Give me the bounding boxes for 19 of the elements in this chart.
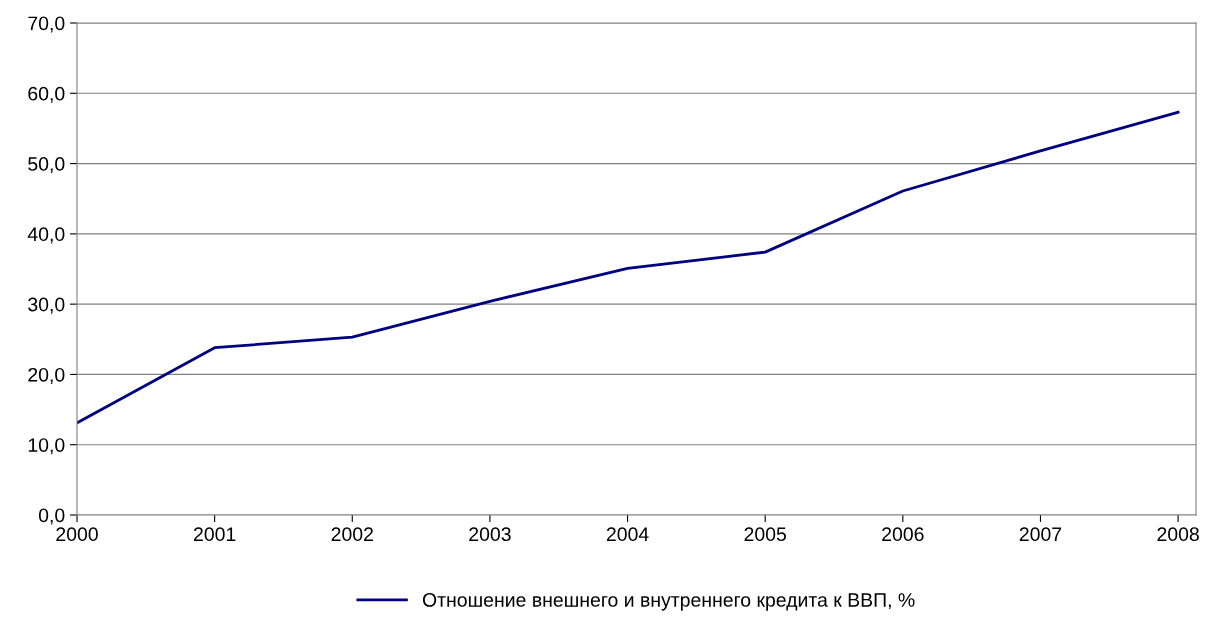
x-tick-label: 2006 [882,527,924,542]
x-tick-label: 2004 [606,527,649,542]
x-tick-label: 2008 [1157,527,1199,542]
y-tick-label: 20,0 [28,367,65,384]
y-tick-label: 60,0 [28,86,65,103]
legend-label: Отношение внешнего и внутреннего кредита к ВВП, % [422,593,915,611]
y-tick-label: 40,0 [27,227,65,244]
y-tick-label: 70,0 [28,16,65,33]
x-tick-label: 2003 [469,527,511,542]
y-tick-label: 0,0 [38,508,65,525]
y-tick-label: 30,0 [28,297,65,314]
x-tick-label: 2001 [193,527,236,542]
x-tick-label: 2005 [744,527,787,542]
y-tick-label: 10,0 [28,438,65,455]
x-tick-label: 2000 [56,527,98,542]
line-series [77,110,1180,425]
x-tick-label: 2002 [331,527,373,542]
x-tick-label: 2007 [1019,527,1062,542]
y-tick-label: 50,0 [28,157,65,174]
